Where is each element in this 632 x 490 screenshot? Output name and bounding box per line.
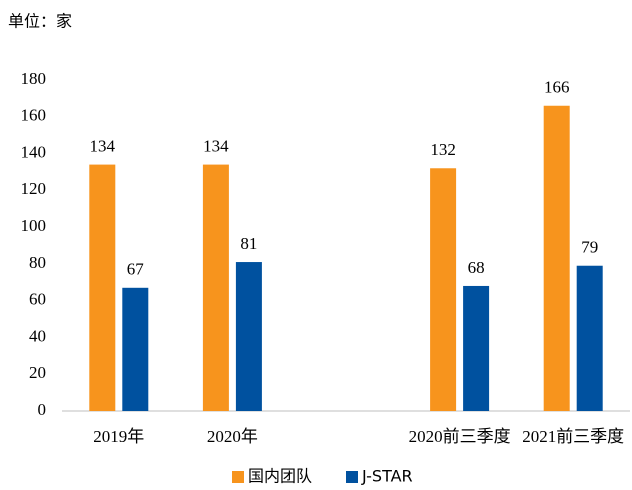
data-label: 79 [581,238,598,257]
data-label: 134 [90,136,116,155]
bar [235,262,262,411]
data-label: 132 [430,140,456,159]
y-tick-label: 140 [21,142,47,161]
x-tick-label: 2021前三季度 [522,427,624,446]
bar [202,164,229,411]
legend-swatch [232,471,244,483]
y-tick-label: 180 [21,69,47,88]
bar [89,164,116,411]
y-tick-label: 120 [21,179,47,198]
y-tick-label: 40 [29,326,46,345]
y-tick-label: 80 [29,253,46,272]
data-label: 166 [544,78,570,97]
data-label: 81 [240,234,257,253]
y-tick-label: 60 [29,290,46,309]
bar [122,287,149,411]
x-tick-label: 2020前三季度 [409,427,511,446]
unit-label: 单位：家 [8,12,72,31]
bar [430,168,457,411]
x-tick-label: 2020年 [207,427,258,446]
legend-label: 国内团队 [248,467,312,486]
bar [576,265,603,411]
y-tick-label: 100 [21,216,47,235]
bar [463,285,490,411]
y-tick-label: 20 [29,363,46,382]
legend-label: J-STAR [361,467,413,486]
legend-swatch [346,471,358,483]
y-tick-label: 160 [21,106,47,125]
bar [543,105,570,411]
y-tick-label: 0 [38,400,47,419]
data-label: 134 [203,136,229,155]
data-label: 68 [468,258,485,277]
data-label: 67 [127,260,145,279]
x-tick-label: 2019年 [93,427,144,446]
